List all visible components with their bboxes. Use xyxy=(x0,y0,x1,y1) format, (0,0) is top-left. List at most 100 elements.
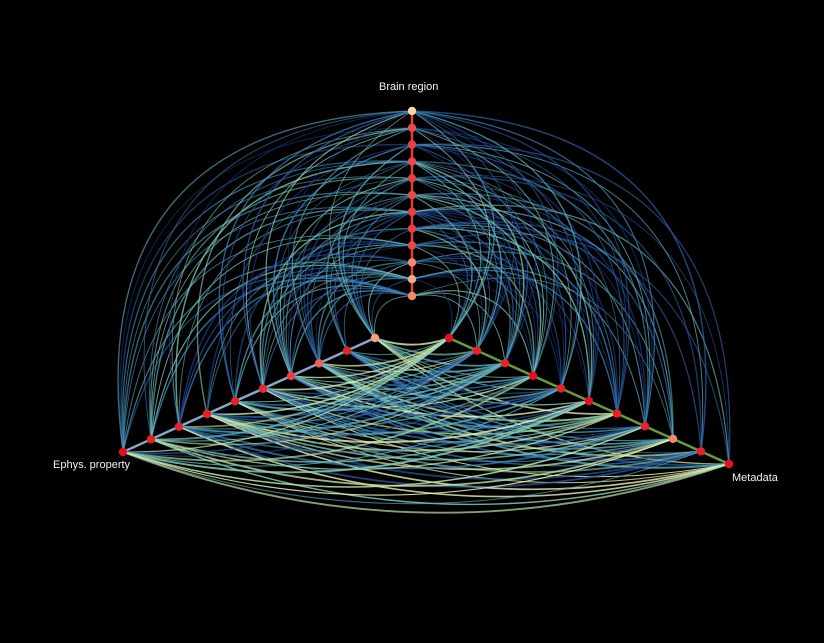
edge-top-1-left-3 xyxy=(290,276,413,377)
edge-top-7-left-2 xyxy=(303,177,413,364)
edge-top-10-left-2 xyxy=(291,127,413,364)
axis-label-brain-region: Brain region xyxy=(379,81,439,93)
node-left-6 xyxy=(202,409,212,419)
edge-top-11-right-1 xyxy=(411,110,515,351)
node-top-6 xyxy=(407,190,417,200)
edge-top-2-right-4 xyxy=(411,259,562,389)
node-right-3 xyxy=(528,371,538,380)
edge-left-9-right-9 xyxy=(122,450,702,505)
edge-top-6-right-2 xyxy=(411,194,517,364)
edge-top-11-right-6 xyxy=(411,110,630,414)
edge-top-11-right-4 xyxy=(411,110,582,389)
edge-top-11-left-3 xyxy=(265,110,413,377)
edge-top-1-left-6 xyxy=(206,269,413,415)
edge-left-3-right-3 xyxy=(290,375,534,399)
edge-left-7-right-1 xyxy=(178,350,478,430)
edge-top-10-right-6 xyxy=(411,127,627,414)
edge-left-7-right-5 xyxy=(178,400,590,453)
node-left-9 xyxy=(118,447,128,457)
edge-left-8-right-2 xyxy=(150,362,506,446)
edge-top-8-left-2 xyxy=(299,161,413,364)
edge-top-10-left-7 xyxy=(171,127,413,427)
node-left-4 xyxy=(258,384,268,393)
edge-top-11-left-4 xyxy=(242,110,413,389)
edge-top-5-left-2 xyxy=(310,211,413,364)
edge-top-3-left-4 xyxy=(262,244,413,389)
edge-top-8-right-3 xyxy=(411,161,548,376)
edge-top-9-right-5 xyxy=(411,143,600,402)
edge-left-5-right-9 xyxy=(234,400,702,473)
edge-top-5-right-8 xyxy=(411,208,674,439)
edge-top-7-right-3 xyxy=(411,177,545,376)
edge-left-0-right-2 xyxy=(374,337,506,367)
edge-top-10-right-7 xyxy=(411,127,653,427)
edge-top-4-right-1 xyxy=(411,228,487,351)
node-right-5 xyxy=(584,396,594,406)
edge-left-9-right-4 xyxy=(122,387,562,467)
edge-top-11-right-2 xyxy=(411,110,537,364)
edge-top-7-left-8 xyxy=(149,177,413,440)
edge-top-11-left-8 xyxy=(143,110,413,440)
edge-left-9-right-10 xyxy=(122,451,730,514)
edge-left-6-right-1 xyxy=(206,349,478,418)
node-right-4 xyxy=(556,384,566,393)
edge-left-6-right-6 xyxy=(206,412,618,452)
node-left-0 xyxy=(370,333,380,343)
edge-top-6-left-1 xyxy=(330,194,413,351)
edge-top-4-right-6 xyxy=(411,226,618,414)
edge-top-5-left-0 xyxy=(355,211,413,339)
edge-top-8-right-5 xyxy=(411,161,597,402)
edge-top-7-left-3 xyxy=(279,177,413,377)
node-top-4 xyxy=(407,224,417,233)
edge-top-5-left-9 xyxy=(122,206,413,453)
edge-top-8-left-8 xyxy=(148,160,413,440)
edge-left-3-right-4 xyxy=(290,375,562,408)
edge-top-4-left-0 xyxy=(360,228,413,339)
edge-top-9-right-7 xyxy=(411,144,651,427)
node-top-11 xyxy=(407,106,417,116)
nodes-layer xyxy=(118,106,734,469)
edge-top-0-left-7 xyxy=(178,279,413,427)
edge-left-4-right-2 xyxy=(262,362,506,401)
edge-left-0-right-0 xyxy=(374,337,450,346)
edge-left-3-right-9 xyxy=(290,375,702,462)
edge-left-8-right-8 xyxy=(150,437,674,487)
node-left-8 xyxy=(146,435,156,444)
edge-top-8-right-4 xyxy=(411,161,572,389)
edge-top-7-right-9 xyxy=(411,176,702,452)
edge-top-4-right-2 xyxy=(411,228,511,364)
edge-top-5-left-1 xyxy=(333,211,413,351)
edge-top-0-left-4 xyxy=(262,287,413,389)
node-left-7 xyxy=(174,422,184,431)
edge-top-9-left-0 xyxy=(338,144,413,339)
edge-top-10-right-0 xyxy=(411,127,491,339)
edge-top-11-left-9 xyxy=(117,110,413,453)
edge-top-3-right-1 xyxy=(411,245,483,351)
edge-top-7-right-6 xyxy=(411,177,621,414)
edge-top-7-left-0 xyxy=(347,177,413,339)
edge-top-3-left-2 xyxy=(315,245,413,364)
edge-left-8-right-1 xyxy=(150,350,478,442)
edge-top-10-left-6 xyxy=(196,127,413,415)
edge-top-7-right-5 xyxy=(411,177,595,402)
edge-left-6-right-9 xyxy=(206,413,702,481)
edge-top-8-left-7 xyxy=(175,160,413,427)
edge-left-7-right-2 xyxy=(178,362,506,434)
edge-top-5-right-1 xyxy=(411,211,490,351)
edge-top-1-right-6 xyxy=(411,269,618,414)
edge-top-1-left-7 xyxy=(178,267,413,427)
edge-top-1-right-0 xyxy=(411,278,453,339)
edge-top-10-right-3 xyxy=(411,127,555,377)
node-top-3 xyxy=(407,241,417,250)
edge-top-11-left-0 xyxy=(329,110,413,339)
edge-top-1-left-2 xyxy=(318,277,413,364)
edge-top-6-left-9 xyxy=(122,191,413,453)
edge-top-3-right-10 xyxy=(411,232,730,465)
edge-top-3-right-0 xyxy=(411,245,460,339)
edge-top-2-left-2 xyxy=(317,261,413,364)
node-top-0 xyxy=(407,291,417,301)
node-top-2 xyxy=(407,258,417,267)
edge-left-4-right-4 xyxy=(262,387,562,417)
edge-top-6-right-0 xyxy=(411,194,473,339)
